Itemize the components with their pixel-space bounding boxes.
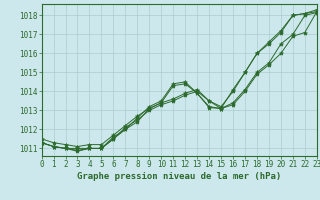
X-axis label: Graphe pression niveau de la mer (hPa): Graphe pression niveau de la mer (hPa) — [77, 172, 281, 181]
